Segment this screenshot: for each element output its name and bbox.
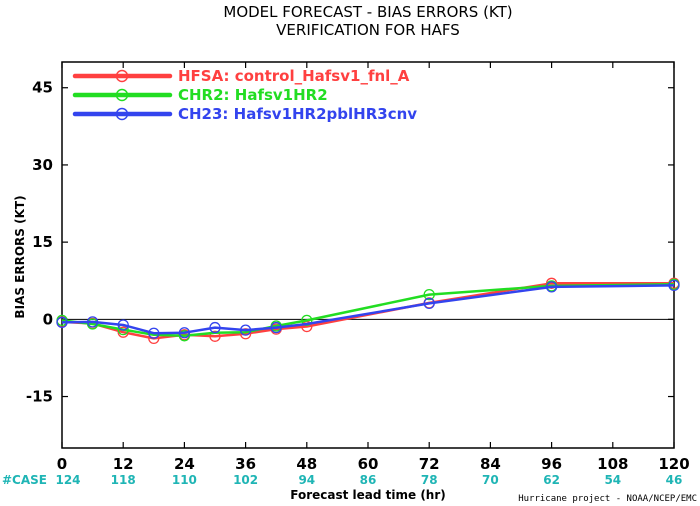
x-tick-label: 84 xyxy=(480,455,501,473)
legend-label: CH23: Hafsv1HR2pblHR3cnv xyxy=(178,105,417,123)
x-axis-label: Forecast lead time (hr) xyxy=(290,488,446,502)
case-count: 78 xyxy=(421,473,438,487)
legend-label: HFSA: control_Hafsv1_fnl_A xyxy=(178,67,410,85)
y-tick-label: 45 xyxy=(32,79,53,97)
credit-text: Hurricane project - NOAA/NCEP/EMC xyxy=(518,494,697,504)
series-3-point xyxy=(270,321,282,334)
x-tick-label: 24 xyxy=(174,455,195,473)
x-tick-label: 108 xyxy=(597,455,628,473)
legend-marker xyxy=(115,69,129,83)
y-axis-label: BIAS ERRORS (KT) xyxy=(13,195,27,318)
legend-marker xyxy=(115,88,129,102)
y-tick-label: 0 xyxy=(43,310,53,328)
series-3-point xyxy=(423,297,435,310)
x-tick-label: 120 xyxy=(658,455,689,473)
series-3-point xyxy=(117,319,129,331)
series-layer xyxy=(56,277,680,345)
y-tick-label: 30 xyxy=(32,156,53,174)
case-count: 124 xyxy=(55,473,80,487)
series-3-point xyxy=(148,327,160,339)
y-tick-label: -15 xyxy=(26,388,53,406)
series-1-point xyxy=(239,328,252,340)
legend-label: CHR2: Hafsv1HR2 xyxy=(178,86,328,104)
case-label: #CASE xyxy=(2,473,47,487)
series-3-point xyxy=(545,281,558,293)
x-tick-label: 72 xyxy=(419,455,440,473)
series-2-point xyxy=(178,330,191,342)
series-3-point xyxy=(209,321,221,334)
case-count: 102 xyxy=(233,473,258,487)
chart-subtitle: VERIFICATION FOR HAFS xyxy=(276,21,460,39)
legend-marker xyxy=(115,107,129,121)
series-3-point xyxy=(178,327,191,339)
case-count: 118 xyxy=(111,473,136,487)
x-tick-label: 36 xyxy=(235,455,256,473)
case-count: 94 xyxy=(298,473,315,487)
series-3-point xyxy=(86,316,99,328)
series-3-point xyxy=(668,279,680,292)
y-tick-label: 15 xyxy=(32,233,53,251)
case-counts: 124 118 110 102 94 86 78 70 62 54 46 xyxy=(55,473,682,487)
case-count: 86 xyxy=(360,473,377,487)
plot-area xyxy=(61,61,675,449)
series-1-point xyxy=(209,330,221,342)
x-tick-label: 12 xyxy=(113,455,134,473)
series-3-point xyxy=(239,324,252,336)
y-axis: 45 30 15 0 -15 xyxy=(26,79,674,406)
x-tick-label: 48 xyxy=(296,455,317,473)
chart-title: MODEL FORECAST - BIAS ERRORS (KT) xyxy=(223,3,512,21)
x-tick-label: 96 xyxy=(541,455,562,473)
case-count: 46 xyxy=(666,473,683,487)
series-2-point xyxy=(301,314,313,327)
case-count: 110 xyxy=(172,473,197,487)
x-tick-label: 0 xyxy=(57,455,67,473)
case-count: 54 xyxy=(604,473,621,487)
series-2-point xyxy=(423,288,435,301)
x-tick-label: 60 xyxy=(358,455,379,473)
case-count: 70 xyxy=(482,473,499,487)
case-count: 62 xyxy=(543,473,560,487)
x-axis: 0 12 24 36 48 60 72 84 96 108 120 xyxy=(57,62,690,473)
series-3-point xyxy=(56,316,68,329)
